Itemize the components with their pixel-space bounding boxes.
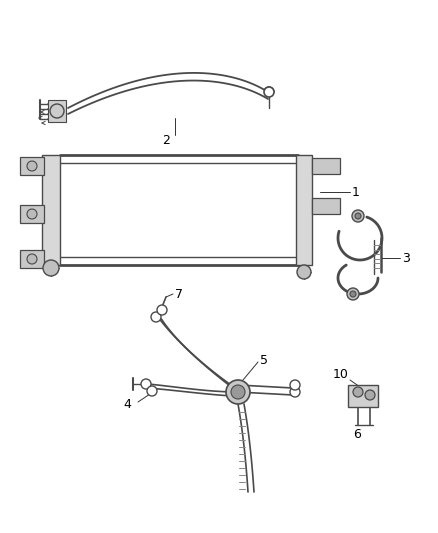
Bar (42, 155, 60, 265)
Bar (296, 155, 312, 265)
Circle shape (297, 265, 311, 279)
Circle shape (347, 288, 359, 300)
Bar (312, 158, 340, 174)
Bar (348, 385, 378, 407)
Text: 6: 6 (353, 429, 361, 441)
Circle shape (290, 387, 300, 397)
Bar (20, 250, 44, 268)
Circle shape (43, 260, 59, 276)
Circle shape (264, 87, 274, 97)
Circle shape (355, 213, 361, 219)
Text: 2: 2 (162, 134, 170, 148)
Circle shape (27, 254, 37, 264)
Circle shape (50, 104, 64, 118)
Circle shape (141, 379, 151, 389)
Bar (312, 198, 340, 214)
Circle shape (27, 209, 37, 219)
Circle shape (27, 161, 37, 171)
Bar (20, 157, 44, 175)
Text: 10: 10 (333, 368, 349, 382)
Circle shape (365, 390, 375, 400)
Text: 5: 5 (260, 353, 268, 367)
Text: 4: 4 (123, 399, 131, 411)
Bar (20, 205, 44, 223)
Text: 7: 7 (175, 287, 183, 301)
Circle shape (352, 210, 364, 222)
Circle shape (353, 387, 363, 397)
Text: 3: 3 (402, 252, 410, 264)
Text: 1: 1 (352, 185, 360, 198)
Circle shape (226, 380, 250, 404)
Circle shape (290, 380, 300, 390)
Circle shape (151, 312, 161, 322)
Bar (48, 100, 66, 122)
Circle shape (350, 291, 356, 297)
Circle shape (147, 386, 157, 396)
Circle shape (157, 305, 167, 315)
Circle shape (231, 385, 245, 399)
